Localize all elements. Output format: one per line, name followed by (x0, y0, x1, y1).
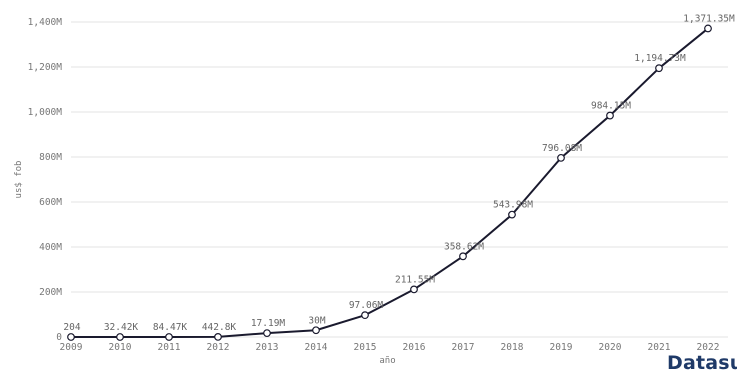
x-tick-label: 2013 (256, 342, 279, 353)
data-label: 984.15M (591, 101, 631, 112)
y-tick-label: 0 (56, 332, 62, 343)
y-tick-label: 200M (39, 287, 62, 298)
data-label: 1,371.35M (683, 13, 735, 24)
data-point (557, 153, 565, 162)
y-tick-label: 600M (39, 197, 62, 208)
data-label: 204 (63, 322, 80, 333)
data-point (655, 64, 663, 73)
y-tick-label: 1,000M (28, 107, 63, 118)
datasur-logo: Datasur (667, 352, 737, 374)
data-label: 796.08M (542, 143, 582, 154)
data-label: 17.19M (251, 318, 286, 329)
data-point (410, 285, 418, 294)
data-point (361, 311, 369, 320)
x-tick-label: 2011 (158, 342, 181, 353)
x-tick-label: 2012 (207, 342, 230, 353)
data-label: 97.06M (349, 300, 384, 311)
x-tick-label: 2016 (403, 342, 426, 353)
data-label: 358.62M (444, 241, 484, 252)
data-point (165, 333, 173, 341)
data-label: 84.47K (153, 322, 188, 333)
data-point (704, 24, 712, 33)
x-tick-label: 2022 (697, 342, 720, 353)
data-point (312, 326, 320, 335)
data-label: 1,194.73M (634, 53, 686, 64)
y-tick-label: 400M (39, 242, 62, 253)
data-label: 543.98M (493, 200, 533, 211)
x-tick-label: 2021 (648, 342, 671, 353)
x-tick-label: 2017 (452, 342, 475, 353)
data-label: 32.42K (104, 322, 139, 333)
x-tick-label: 2019 (550, 342, 573, 353)
data-point (214, 333, 222, 341)
y-tick-label: 800M (39, 152, 62, 163)
x-tick-label: 2009 (60, 342, 83, 353)
data-point (263, 329, 271, 338)
data-label: 211.55M (395, 274, 435, 285)
x-tick-label: 2015 (354, 342, 377, 353)
y-tick-label: 1,400M (28, 17, 63, 28)
data-point (459, 252, 467, 261)
data-label: 30M (308, 315, 325, 326)
y-tick-label: 1,200M (28, 62, 63, 73)
x-tick-label: 2010 (109, 342, 132, 353)
series-line (70, 27, 709, 338)
x-axis-title: año (379, 356, 395, 366)
data-point (67, 333, 75, 341)
y-axis-title: us$ fob (14, 161, 24, 199)
x-tick-label: 2020 (599, 342, 622, 353)
x-tick-label: 2018 (501, 342, 524, 353)
data-point (508, 210, 516, 219)
data-point (116, 333, 124, 341)
data-point (606, 111, 614, 120)
data-label: 442.8K (202, 322, 237, 333)
x-tick-label: 2014 (305, 342, 328, 353)
